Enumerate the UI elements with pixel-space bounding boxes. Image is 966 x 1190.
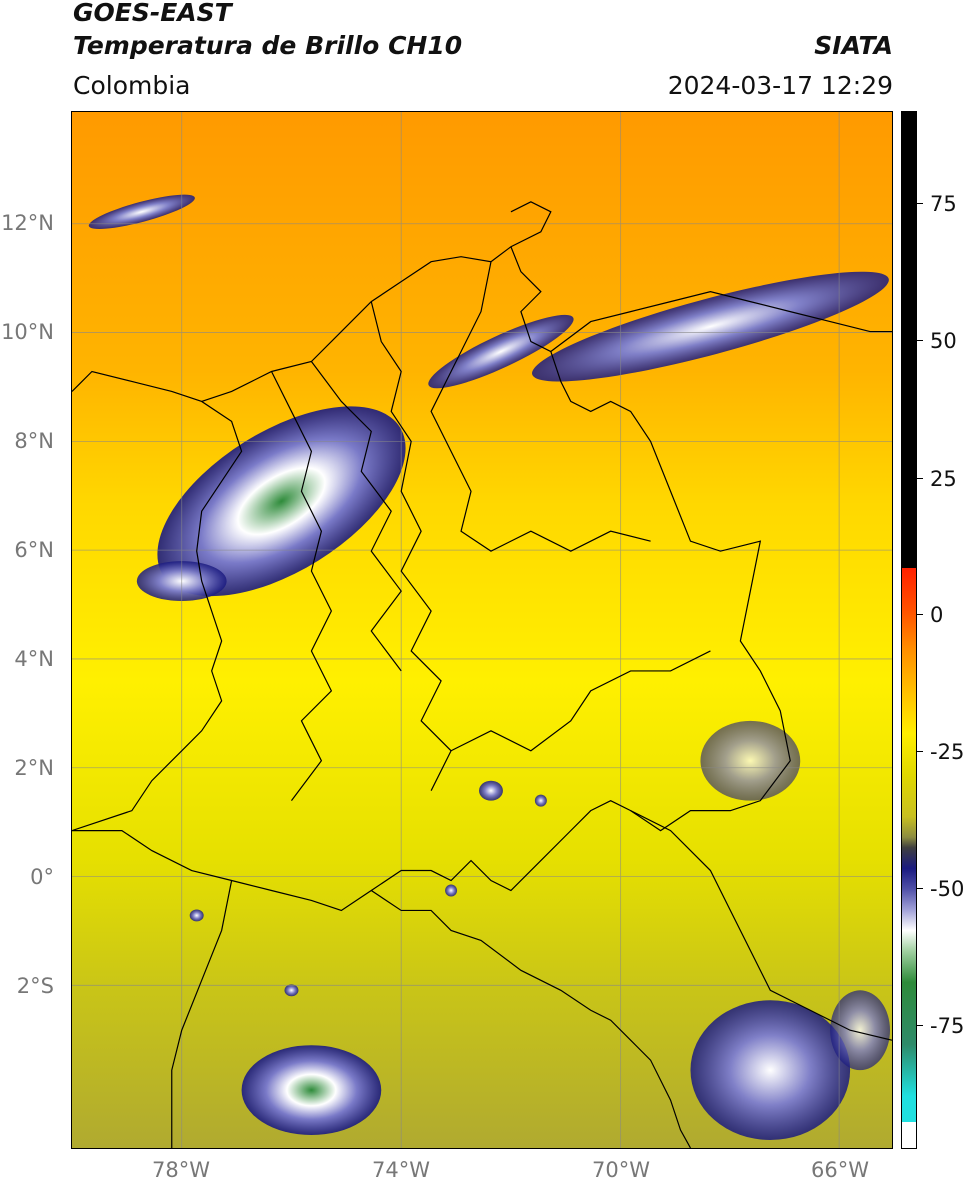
colorbar-tickmark — [917, 478, 923, 479]
colorbar-tick-50: 50 — [930, 329, 957, 353]
cloud-cell — [445, 884, 458, 897]
colorbar-tick-minus25: -25 — [930, 740, 965, 764]
department-lines-east — [430, 261, 651, 552]
department-lines-central — [370, 301, 452, 791]
cloud-cell — [479, 780, 503, 801]
cloud-system-antioquia — [157, 406, 406, 597]
colorbar-tickmark — [917, 751, 923, 752]
graticule — [72, 112, 892, 1148]
product-title: Temperatura de Brillo CH10 — [73, 31, 463, 60]
colorbar-tickmark — [917, 614, 923, 615]
venezuela-coast — [550, 291, 892, 353]
department-lines-west — [270, 371, 333, 802]
colombia-pacific-coast — [72, 370, 243, 832]
cloud-cell — [284, 984, 299, 997]
lat-label-0: 0° — [30, 865, 54, 889]
colorbar-tickmark — [917, 1025, 923, 1026]
lon-label-66w: 66°W — [811, 1158, 869, 1182]
lat-label-10n: 10°N — [1, 320, 54, 344]
colombia-venezuela-brazil-border — [370, 246, 791, 892]
brazil-border — [630, 810, 892, 1041]
colombia-caribbean-coast — [201, 201, 552, 403]
lat-label-8n: 8°N — [14, 429, 54, 453]
colorbar-tickmark — [917, 203, 923, 204]
colorbar-tickmark — [917, 340, 923, 341]
cloud-band-caribbean — [428, 314, 574, 389]
cloud-cell — [534, 794, 547, 807]
lon-label-70w: 70°W — [592, 1158, 650, 1182]
datetime-label: 2024-03-17 12:29 — [667, 71, 893, 100]
colorbar-tick-25: 25 — [930, 467, 957, 491]
colombia-ecuador-peru-border — [72, 830, 692, 1148]
lat-label-6n: 6°N — [14, 538, 54, 562]
region-label: Colombia — [73, 71, 191, 100]
lat-label-4n: 4°N — [14, 647, 54, 671]
lon-label-78w: 78°W — [152, 1158, 210, 1182]
boundaries — [72, 201, 892, 1148]
cloud-band-venezuela — [532, 271, 889, 382]
ecuador-peru-border — [171, 880, 233, 1148]
colorbar-tick-minus75: -75 — [930, 1014, 965, 1038]
source-label: SIATA — [814, 31, 893, 60]
cloud-cell — [189, 909, 204, 922]
department-lines-mid — [310, 361, 402, 672]
colorbar-tick-0: 0 — [930, 603, 944, 627]
cloud-system-amazon — [690, 1000, 851, 1141]
lat-label-2n: 2°N — [14, 756, 54, 780]
colorbar-tick-75: 75 — [930, 192, 957, 216]
satellite-title: GOES-EAST — [73, 0, 232, 27]
temperature-field — [72, 112, 892, 1148]
colorbar-tickmark — [917, 888, 923, 889]
colorbar-tick-minus50: -50 — [930, 877, 965, 901]
lat-label-12n: 12°N — [1, 211, 54, 235]
department-lines-orinoquia — [450, 650, 711, 752]
colorbar — [901, 111, 917, 1149]
lon-label-74w: 74°W — [372, 1158, 430, 1182]
cloud-cluster-southeast — [830, 990, 891, 1071]
brightness-temperature-map — [71, 111, 893, 1149]
cloud-streak-nw — [88, 194, 195, 229]
cloud-system-peru — [241, 1045, 382, 1136]
lat-label-2s: 2°S — [16, 974, 54, 998]
